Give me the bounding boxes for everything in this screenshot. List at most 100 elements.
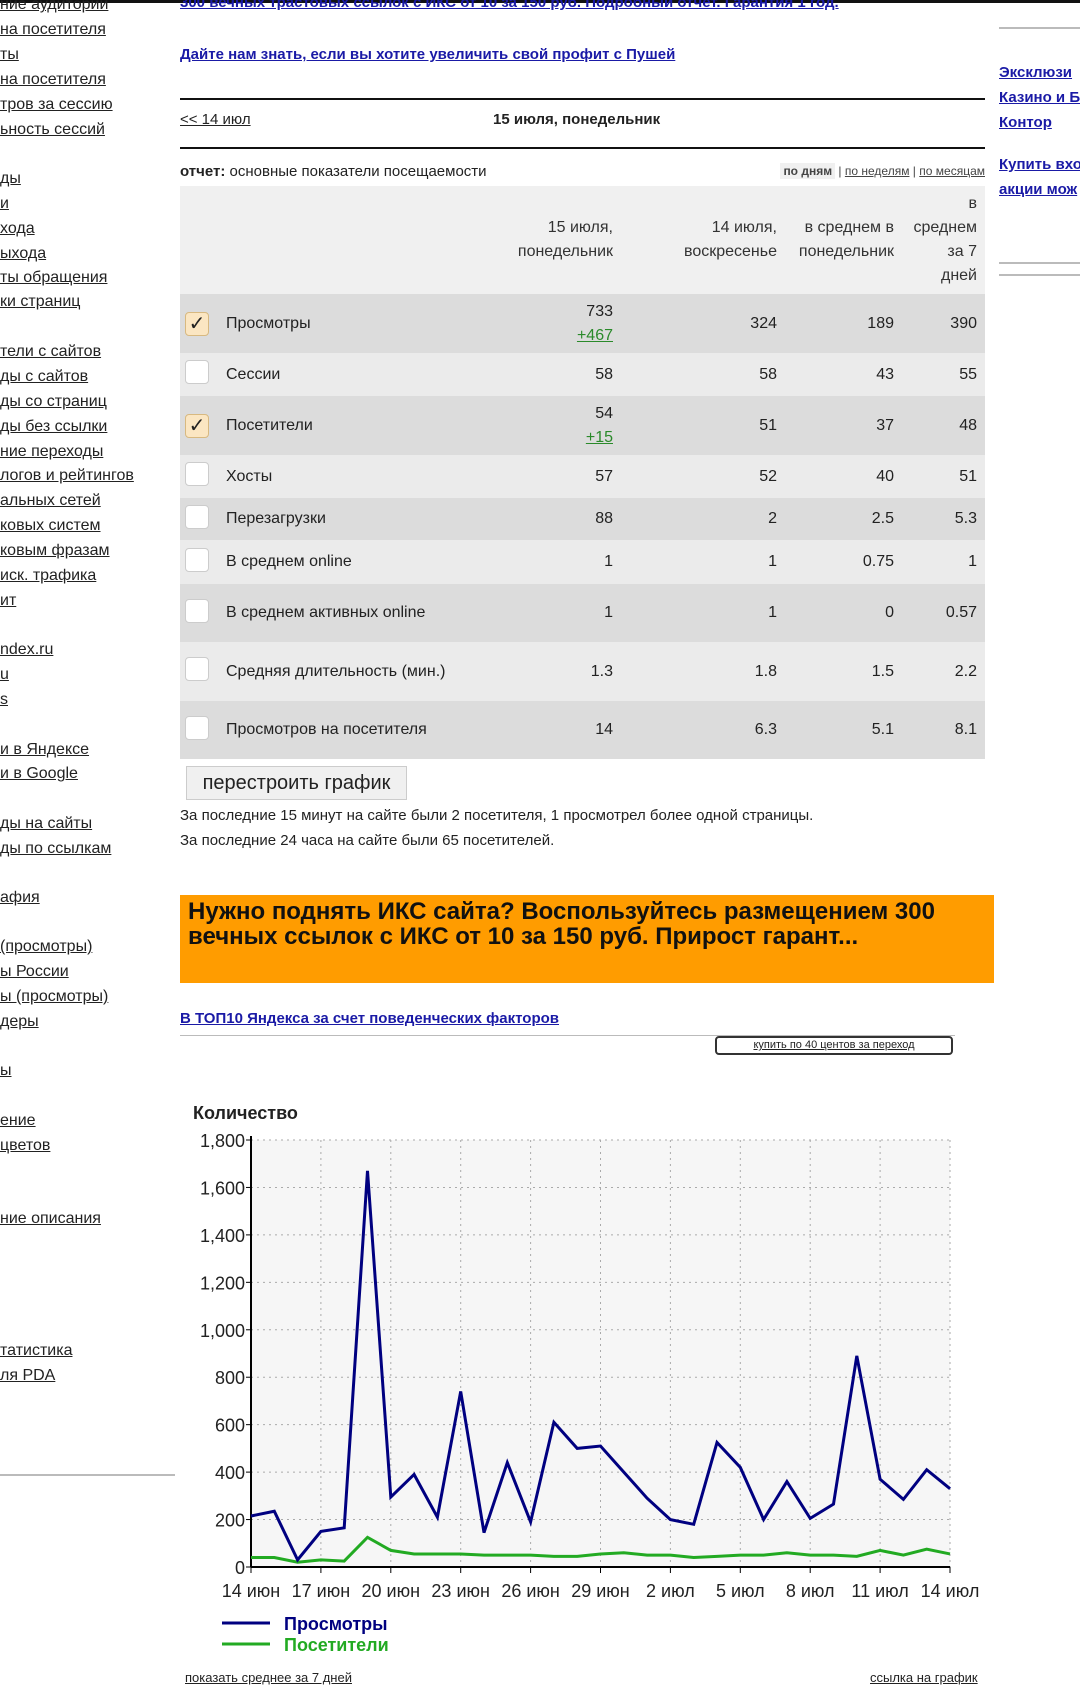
sidebar-link[interactable]: на посетителя bbox=[0, 21, 106, 39]
ad-link-top[interactable]: 300 вечных трастовых ссылок с ИКС от 10 … bbox=[180, 0, 839, 11]
metric-checkbox[interactable] bbox=[185, 462, 209, 486]
sidebar-link[interactable]: ды на сайты bbox=[0, 815, 93, 833]
buy-clicks-button[interactable]: купить по 40 центов за переход bbox=[715, 1036, 953, 1055]
metric-value: 37 bbox=[876, 416, 894, 434]
right-link[interactable]: Казино и Б bbox=[999, 89, 1080, 106]
table-row: Перезагрузки 88 2 2.5 5.3 bbox=[180, 498, 985, 540]
sidebar-link[interactable]: ние описания bbox=[0, 1210, 101, 1228]
metric-checkbox[interactable] bbox=[185, 504, 209, 529]
sidebar-link[interactable]: альных сетей bbox=[0, 492, 101, 510]
period-switch: по дням | по неделям | по месяцам bbox=[780, 163, 985, 179]
sidebar-link[interactable]: ы bbox=[0, 1062, 12, 1080]
metric-value: 51 bbox=[959, 467, 977, 485]
metric-value: 1.3 bbox=[590, 662, 613, 680]
sidebar-link[interactable]: на посетителя bbox=[0, 71, 106, 88]
sidebar-link[interactable]: ы России bbox=[0, 963, 69, 981]
sidebar-link[interactable]: ты bbox=[0, 46, 19, 64]
sidebar-link[interactable]: ndex.ru bbox=[0, 641, 54, 659]
metric-checkbox[interactable] bbox=[185, 715, 209, 740]
period-weeks-link[interactable]: по неделям bbox=[844, 164, 910, 178]
sidebar-link[interactable]: и в Яндексе bbox=[0, 740, 90, 758]
metric-value: 0 bbox=[885, 604, 894, 621]
x-tick-label: 11 июл bbox=[851, 1581, 908, 1601]
metric-delta-link[interactable]: +467 bbox=[576, 326, 613, 344]
sidebar-link[interactable]: татистика bbox=[0, 1342, 73, 1360]
sidebar-link[interactable]: ля PDA bbox=[0, 1367, 56, 1384]
right-link[interactable]: Эксклюзи bbox=[999, 64, 1073, 81]
sidebar-link[interactable]: ние аудитории bbox=[0, 0, 109, 14]
show-7day-average-link[interactable]: показать среднее за 7 дней bbox=[185, 1670, 352, 1685]
metric-value: 0.75 bbox=[862, 553, 894, 570]
sidebar-link[interactable]: ковых систем bbox=[0, 517, 101, 535]
sidebar-link[interactable]: ты обращения bbox=[0, 268, 108, 286]
sidebar-link[interactable]: и bbox=[0, 195, 9, 213]
sidebar-link[interactable]: s bbox=[0, 690, 8, 708]
ad-link-push[interactable]: Дайте нам знать, если вы хотите увеличит… bbox=[180, 46, 676, 63]
sidebar-link[interactable]: ы (просмотры) bbox=[0, 987, 109, 1005]
sidebar-link[interactable]: ды по ссылкам bbox=[0, 839, 112, 857]
x-tick-label: 29 июн bbox=[571, 1581, 630, 1601]
right-link[interactable]: Купить вхо bbox=[999, 156, 1080, 173]
period-months-link[interactable]: по месяцам bbox=[919, 164, 985, 178]
sidebar-link[interactable]: цветов bbox=[0, 1136, 51, 1154]
right-link[interactable]: акции мож bbox=[999, 181, 1078, 198]
sidebar-link[interactable]: тели с сайтов bbox=[0, 343, 102, 361]
table-row: Просмотров на посетителя 14 6.3 5.1 8.1 bbox=[180, 701, 985, 759]
sidebar-link[interactable]: и в Google bbox=[0, 765, 78, 783]
sidebar-divider bbox=[0, 1474, 175, 1476]
col-header: в среднем в понедельник bbox=[798, 219, 894, 260]
x-tick-label: 14 июл bbox=[921, 1581, 980, 1601]
sidebar-link[interactable]: деры bbox=[0, 1012, 39, 1030]
metric-value: 52 bbox=[759, 467, 777, 485]
y-tick-label: 800 bbox=[215, 1368, 245, 1388]
metric-value: 14 bbox=[595, 721, 613, 738]
sidebar-link[interactable]: ние переходы bbox=[0, 442, 104, 460]
table-row: Сессии 58 58 43 55 bbox=[180, 353, 985, 396]
legend-label: Посетители bbox=[284, 1635, 389, 1655]
sidebar-link[interactable]: ды bbox=[0, 170, 21, 188]
metric-label: Хосты bbox=[226, 467, 273, 485]
y-tick-label: 1,000 bbox=[200, 1321, 245, 1341]
chart-title: Количество bbox=[193, 1103, 298, 1123]
sidebar-link[interactable]: ковым фразам bbox=[0, 541, 110, 559]
sidebar-link[interactable]: ение bbox=[0, 1112, 36, 1130]
x-tick-label: 14 июн bbox=[222, 1581, 281, 1601]
metric-checkbox[interactable] bbox=[185, 657, 209, 681]
rebuild-chart-button[interactable]: перестроить график bbox=[186, 766, 407, 800]
sidebar-link[interactable]: тров за сессию bbox=[0, 95, 113, 113]
ad-link-top10[interactable]: В ТОП10 Яндекса за счет поведенческих фа… bbox=[180, 1010, 560, 1027]
sidebar-link[interactable]: ьность сессий bbox=[0, 120, 105, 138]
metric-delta-link[interactable]: +15 bbox=[585, 428, 613, 446]
report-title: отчет: основные показатели посещаемости bbox=[180, 163, 487, 180]
table-header: 15 июля, понедельник 14 июля, воскресень… bbox=[180, 186, 985, 294]
chart-link[interactable]: ссылка на график bbox=[870, 1670, 978, 1685]
sidebar-link[interactable]: логов и рейтингов bbox=[0, 467, 134, 485]
sidebar-link[interactable]: иск. трафика bbox=[0, 566, 97, 584]
sidebar-link[interactable]: ды без ссылки bbox=[0, 417, 108, 435]
metric-label: Средняя длительность (мин.) bbox=[226, 662, 446, 680]
metric-checkbox[interactable] bbox=[185, 598, 209, 623]
metric-checkbox[interactable] bbox=[185, 547, 209, 572]
sidebar-link[interactable]: ыхода bbox=[0, 244, 47, 262]
sidebar-link[interactable]: ды с сайтов bbox=[0, 368, 89, 385]
sidebar-link[interactable]: ки страниц bbox=[0, 293, 81, 311]
metric-checkbox[interactable] bbox=[185, 360, 209, 384]
right-link[interactable]: Контор bbox=[999, 114, 1052, 131]
sidebar-link[interactable]: хода bbox=[0, 220, 35, 238]
metric-checkbox[interactable]: ✓ bbox=[185, 413, 209, 438]
ad-banner[interactable]: Нужно поднять ИКС сайта? Воспользуйтесь … bbox=[180, 895, 994, 983]
prev-day-link[interactable]: << 14 июл bbox=[180, 111, 251, 128]
sidebar-link[interactable]: (просмотры) bbox=[0, 938, 93, 956]
metric-value: 1 bbox=[968, 553, 977, 570]
x-tick-label: 17 июн bbox=[292, 1581, 351, 1601]
sidebar-link[interactable]: афия bbox=[0, 888, 40, 906]
sidebar-link[interactable]: ит bbox=[0, 591, 17, 609]
metric-value: 390 bbox=[950, 314, 977, 332]
metric-checkbox[interactable]: ✓ bbox=[185, 311, 209, 336]
sidebar-link[interactable]: u bbox=[0, 666, 9, 684]
legend-label: Просмотры bbox=[284, 1614, 388, 1634]
table-row: Хосты 57 52 40 51 bbox=[180, 455, 985, 498]
divider bbox=[999, 27, 1080, 29]
metric-label: Перезагрузки bbox=[226, 510, 326, 527]
sidebar-link[interactable]: ды со страниц bbox=[0, 392, 107, 410]
